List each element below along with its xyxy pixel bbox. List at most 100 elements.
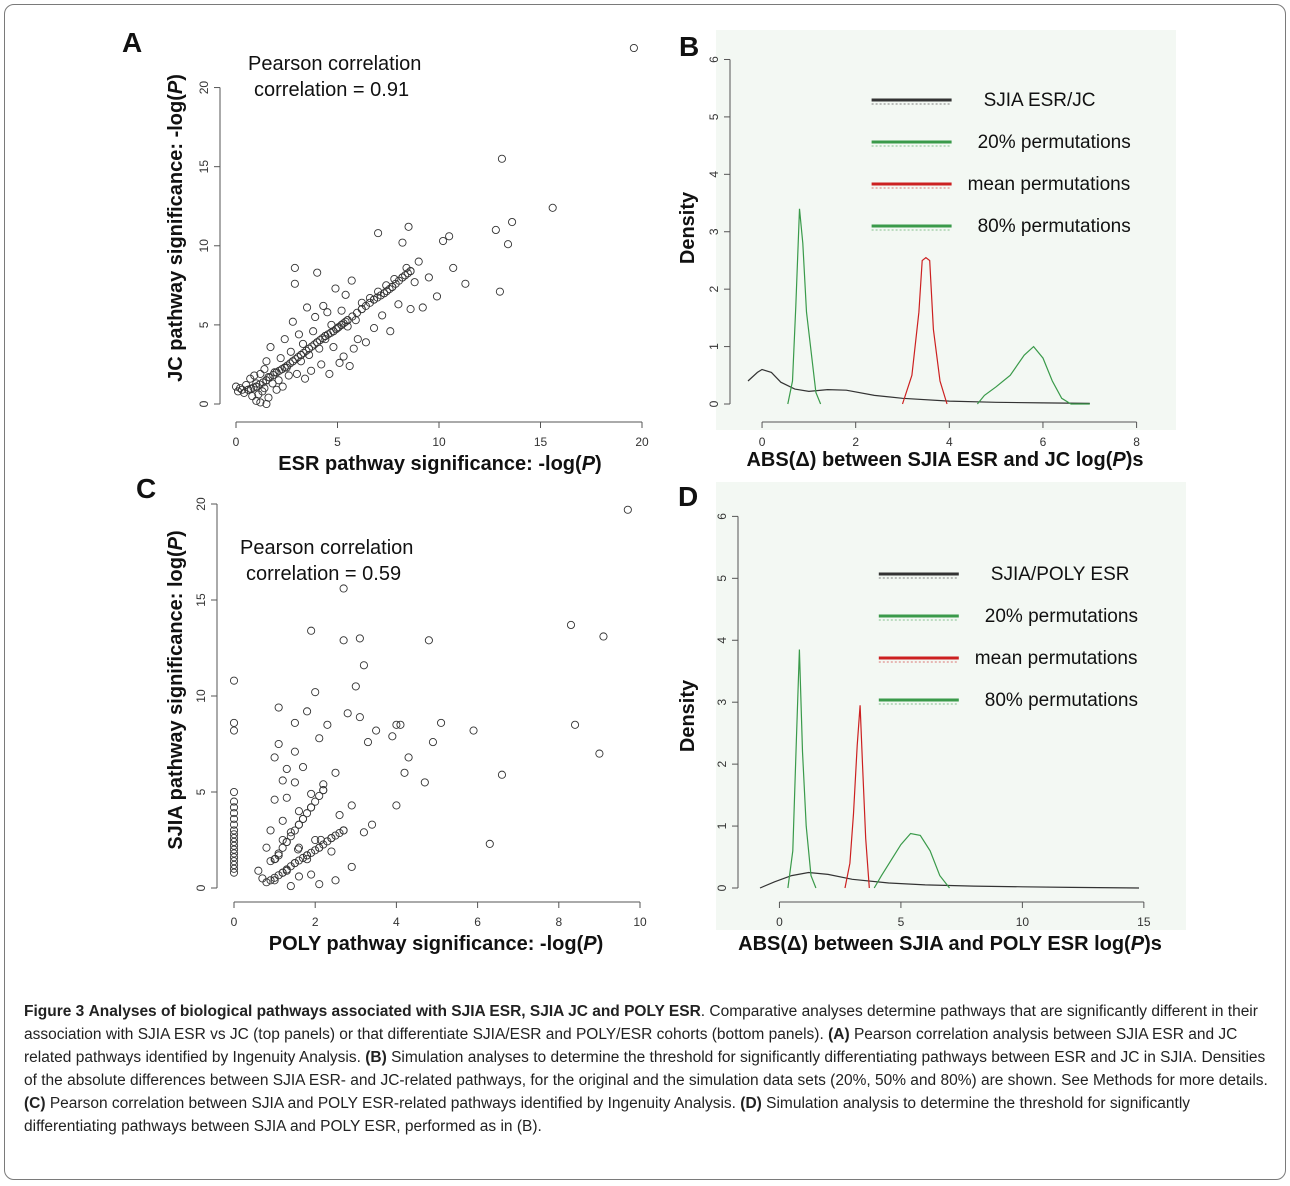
panel-d-y-tick-label: 2 <box>715 760 729 767</box>
panel-c-point <box>339 584 348 593</box>
panel-c-point <box>294 845 303 854</box>
panel-a-point <box>382 287 391 296</box>
panel-b-y-tick-label: 3 <box>707 228 721 235</box>
panel-a-point <box>508 217 517 227</box>
panel-c-point <box>315 880 324 889</box>
panel-c-y-tick-label: 5 <box>194 788 208 795</box>
panel-a-point <box>352 308 362 317</box>
panel-a-point <box>361 338 370 347</box>
panel-a-y-tick-label: 20 <box>197 81 211 95</box>
panel-a-point <box>401 271 410 280</box>
panel-b-x-axis-label: ABS(Δ) between SJIA ESR and JC log(P)s <box>746 449 1143 471</box>
panel-b: B 0 2 4 6 8 0 1 2 3 4 5 6 SJIA ESR/JC 20% permutation… <box>677 30 1176 471</box>
panel-c-point <box>290 778 299 787</box>
caption-figure-label: Figure 3 <box>24 1003 85 1020</box>
panel-a-point <box>274 376 283 385</box>
panel-a-point <box>398 273 407 282</box>
panel-a-y-tick-label: 5 <box>197 321 211 328</box>
panel-c-point <box>497 770 507 779</box>
panel-c-point <box>331 831 340 840</box>
panel-d-x-tick-label: 10 <box>1016 915 1030 929</box>
panel-c-point <box>331 768 340 777</box>
panel-c-point <box>298 762 308 772</box>
panel-d-label: D <box>678 481 698 512</box>
panel-a-y-tick-label: 15 <box>197 160 211 174</box>
panel-a-point <box>302 346 311 355</box>
panel-a-point <box>449 263 458 272</box>
panel-a-point <box>288 317 297 326</box>
panel-c-point <box>335 828 344 838</box>
panel-a-point <box>339 352 348 361</box>
panel-a-point <box>329 327 338 336</box>
panel-a-point <box>294 330 303 339</box>
panel-a-point <box>276 354 285 363</box>
figure-caption: Figure 3 Analyses of biological pathways… <box>24 1003 1268 1135</box>
panel-c-point <box>294 872 304 881</box>
panel-a-point <box>347 276 356 285</box>
panel-c-point <box>282 793 291 802</box>
panel-a-point <box>311 312 320 322</box>
panel-c-point <box>229 841 239 850</box>
panel-a-point <box>325 369 334 378</box>
panel-c-point <box>469 726 478 735</box>
panel-c-point <box>270 753 279 762</box>
panel-c-point <box>599 632 608 641</box>
panel-a-point <box>315 336 324 345</box>
panel-a-point <box>404 222 413 231</box>
panel-d-y-tick-label: 3 <box>715 699 729 706</box>
panel-d-y-tick-label: 4 <box>715 637 729 644</box>
panel-c-point <box>311 835 320 845</box>
panel-c-point <box>229 845 239 854</box>
panel-a-point <box>390 274 399 284</box>
panel-c-point <box>270 876 279 885</box>
panel-a-point <box>414 257 423 266</box>
panel-a-point <box>349 344 358 353</box>
panel-c-point <box>404 753 413 762</box>
panel-c-point <box>315 791 324 801</box>
panel-b-y-tick-label: 6 <box>707 56 721 63</box>
panel-a-point <box>403 269 412 278</box>
panel-d-x-tick-label: 5 <box>898 915 905 929</box>
panel-d-y-tick-label: 5 <box>715 575 729 582</box>
caption-part-d-label: (D) <box>740 1095 762 1112</box>
panel-c-point <box>229 860 239 870</box>
panel-a-point <box>503 240 513 249</box>
panel-b-y-axis-label: Density <box>677 191 699 264</box>
panel-b-label: B <box>679 31 699 62</box>
panel-c-point <box>335 810 344 820</box>
panel-a-point <box>283 361 292 370</box>
panel-c-point <box>282 838 291 847</box>
panel-c-y-tick-label: 20 <box>194 497 208 511</box>
panel-c-point <box>229 676 239 685</box>
panel-a-point <box>299 348 308 357</box>
panel-a-point <box>313 268 322 277</box>
panel-c-point <box>566 620 576 630</box>
panel-b-series-line-2 <box>901 256 948 405</box>
panel-a-x-tick-label: 5 <box>334 435 341 449</box>
panel-c-point <box>294 856 303 865</box>
panel-c-x-tick-label: 10 <box>633 915 647 929</box>
panel-c-x-tick-label: 4 <box>393 915 400 929</box>
panel-c-point <box>302 851 312 860</box>
panel-a-point <box>323 308 332 317</box>
panel-a-point <box>256 398 265 407</box>
panel-c-point <box>303 707 312 716</box>
panel-b-x-tick-label: 4 <box>946 435 953 449</box>
panel-a-point <box>331 284 340 293</box>
panel-c-point <box>485 839 494 848</box>
panel-c-point <box>327 847 336 856</box>
panel-a-point <box>288 357 297 366</box>
panel-a-point <box>335 358 344 367</box>
panel-a-y-axis-label: JC pathway significance: -log(P) <box>165 74 187 382</box>
panel-a-point <box>286 359 295 368</box>
panel-c-point <box>229 837 239 846</box>
panel-c-point <box>274 849 283 858</box>
panel-a-point <box>291 355 300 364</box>
panel-a-point <box>280 335 289 344</box>
panel-b-x-tick-label: 2 <box>852 435 859 449</box>
caption-part-b-label: (B) <box>365 1049 387 1066</box>
panel-c-point <box>274 739 283 749</box>
panel-c-point <box>290 859 299 868</box>
panel-a-x-tick-label: 0 <box>233 435 240 449</box>
